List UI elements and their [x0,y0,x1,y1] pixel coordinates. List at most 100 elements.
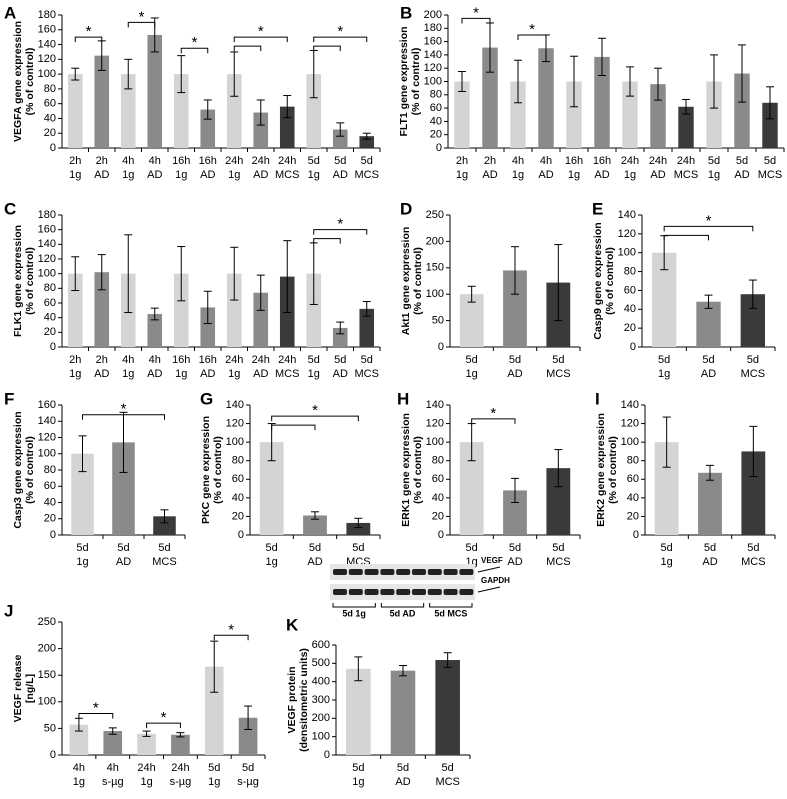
y-tick-label: 0 [50,529,56,541]
y-axis-label: PKC gene expression [200,416,212,524]
y-tick-label: 120 [38,53,56,65]
x-tick-label: 1g [308,169,320,181]
y-tick-label: 100 [312,731,330,743]
y-axis-label: (densitometric units) [298,648,310,752]
x-tick-label: 1g [228,169,240,181]
blot-band [427,569,442,575]
y-tick-label: 20 [432,510,444,522]
panel-label: A [4,3,16,22]
y-tick-label: 140 [38,415,56,427]
y-tick-label: 140 [38,238,56,250]
x-tick-label: 2h [484,155,496,167]
x-tick-label: 24h [278,354,296,366]
y-tick-label: 40 [232,492,244,504]
bar [459,294,484,347]
significance-star: * [93,699,99,716]
panel-label: J [4,601,13,620]
bar [137,733,156,755]
blot-lane-label: 5d MCS [434,608,467,618]
significance-star: * [228,621,234,638]
x-tick-label: 24h [278,155,296,167]
bar [503,270,527,347]
x-tick-label: 1g [661,556,673,568]
x-tick-label: 5d [266,542,278,554]
significance-bracket [517,34,547,40]
blot-band [333,589,347,595]
bar [173,273,189,347]
y-tick-label: 100 [38,696,56,708]
y-tick-label: 100 [621,436,639,448]
x-tick-label: 24h [171,762,189,774]
x-tick-label: 1g [69,368,81,380]
significance-star: * [706,212,712,229]
x-tick-label: AD [333,169,348,181]
y-tick-label: 40 [44,112,56,124]
x-tick-label: MCS [355,169,379,181]
x-tick-label: 24h [225,155,243,167]
y-tick-label: 160 [38,399,56,411]
panel-label: C [4,199,16,218]
y-tick-label: 0 [50,142,56,154]
y-tick-label: 0 [438,341,444,353]
y-tick-label: 200 [424,9,442,21]
bar [762,102,778,148]
x-tick-label: 1g [624,169,636,181]
x-tick-label: AD [200,169,215,181]
y-tick-label: 120 [618,228,636,240]
y-tick-label: 250 [38,616,56,628]
x-tick-label: 2h [69,155,81,167]
y-tick-label: 120 [38,431,56,443]
y-tick-label: 100 [38,268,56,280]
lane-bracket [332,603,376,608]
x-tick-label: 1g [658,368,670,380]
y-tick-label: 60 [432,473,444,485]
x-tick-label: 5d [352,542,364,554]
significance-bracket [271,415,359,422]
x-tick-label: 1g [352,776,364,788]
x-tick-label: AD [734,169,749,181]
y-tick-label: 120 [38,253,56,265]
blot-lane-label: 5d 1g [342,608,366,618]
y-tick-label: 20 [624,322,636,334]
blot-band [364,589,379,595]
x-tick-label: MCS [546,368,570,380]
x-tick-label: MCS [435,776,459,788]
x-tick-label: AD [253,368,268,380]
y-tick-label: 200 [38,643,56,655]
significance-bracket [82,414,165,420]
y-tick-label: 100 [618,247,636,259]
blot-band [396,569,411,575]
y-tick-label: 140 [621,399,639,411]
x-tick-label: 1g [69,169,81,181]
y-tick-label: 250 [426,209,444,221]
y-tick-label: 40 [624,303,636,315]
x-tick-label: 5d [747,542,759,554]
x-tick-label: 1g [228,368,240,380]
significance-star: * [337,216,343,233]
x-tick-label: 4h [149,354,161,366]
significance-star: * [258,23,264,40]
blot-band [380,589,395,595]
bar [706,81,722,148]
bar [390,670,416,755]
bar [226,273,242,347]
x-tick-label: 1g [76,556,88,568]
x-tick-label: AD [482,169,497,181]
x-tick-label: MCS [741,556,765,568]
y-tick-label: 180 [38,9,56,21]
significance-bracket [471,418,516,424]
y-tick-label: 100 [38,448,56,460]
y-tick-label: 60 [627,473,639,485]
x-tick-label: AD [538,169,553,181]
x-tick-label: 5d [708,155,720,167]
blot-row-label: GAPDH [481,576,510,585]
y-tick-label: 100 [424,75,442,87]
y-axis-label: (% of control) [410,48,422,116]
x-tick-label: 16h [172,354,190,366]
x-tick-label: 5d [736,155,748,167]
blot-band [396,589,411,595]
y-tick-label: 200 [426,235,444,247]
bar [94,272,110,347]
blot-band [412,589,426,595]
